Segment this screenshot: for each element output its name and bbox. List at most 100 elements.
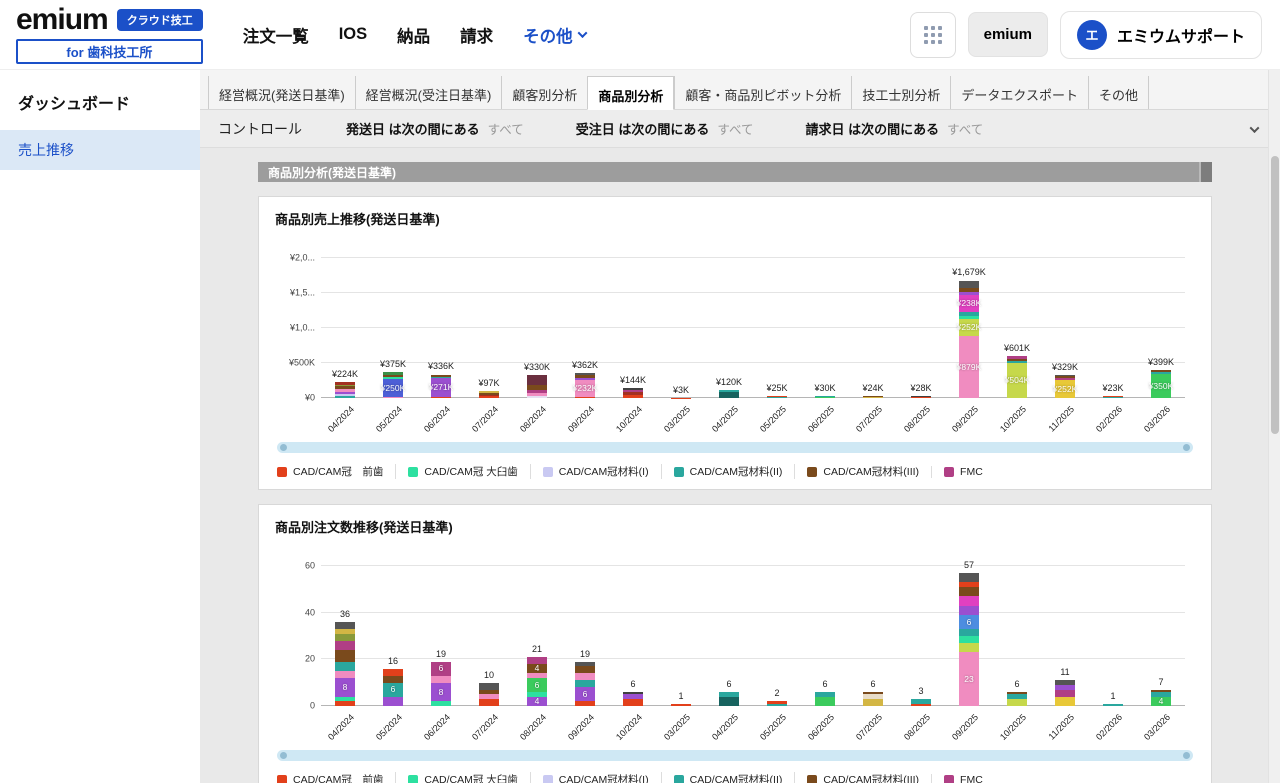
- bar-segment[interactable]: [575, 666, 595, 674]
- bar-09/2025[interactable]: 57 23 6: [945, 561, 993, 706]
- apps-grid-button[interactable]: [909, 11, 956, 58]
- bar-segment[interactable]: [719, 389, 739, 392]
- bar-segment[interactable]: [959, 287, 979, 292]
- legend-item[interactable]: FMC: [931, 773, 995, 783]
- bar-segment[interactable]: [527, 374, 547, 385]
- bar-segment[interactable]: [767, 396, 787, 398]
- bar-05/2024[interactable]: ¥375K ¥250K: [369, 258, 417, 398]
- bar-segment[interactable]: [959, 596, 979, 606]
- bar-segment[interactable]: [863, 692, 883, 695]
- bar-07/2024[interactable]: ¥97K: [465, 258, 513, 398]
- bar-segment[interactable]: [719, 391, 739, 398]
- bar-segment[interactable]: [575, 661, 595, 667]
- bar-segment[interactable]: [431, 374, 451, 377]
- tab-8[interactable]: その他: [1088, 76, 1150, 109]
- legend-item[interactable]: CAD/CAM冠 前歯: [275, 464, 395, 479]
- bar-segment[interactable]: [1151, 370, 1171, 373]
- bar-03/2026[interactable]: ¥399K ¥350K: [1137, 258, 1185, 398]
- bar-segment[interactable]: [623, 392, 643, 395]
- sidebar-item-sales-trend[interactable]: 売上推移: [0, 130, 200, 170]
- bar-segment[interactable]: ¥232K: [573, 380, 597, 397]
- bar-segment[interactable]: [1151, 692, 1171, 697]
- bar-segment[interactable]: [479, 689, 499, 695]
- bar-08/2025[interactable]: 3: [897, 566, 945, 706]
- sales-chart-hscrollbar[interactable]: [277, 442, 1193, 453]
- bar-segment[interactable]: ¥238K: [957, 295, 981, 312]
- bar-segment[interactable]: [1151, 689, 1171, 693]
- bar-segment[interactable]: [1007, 355, 1027, 359]
- bar-segment[interactable]: [527, 657, 547, 665]
- bar-segment[interactable]: [335, 382, 355, 386]
- bar-segment[interactable]: [623, 694, 643, 699]
- bar-segment[interactable]: 4: [1151, 696, 1171, 706]
- bar-08/2024[interactable]: 21 4 6 4: [513, 566, 561, 706]
- bar-segment[interactable]: [479, 682, 499, 690]
- bar-segment[interactable]: [815, 692, 835, 697]
- logo[interactable]: emium クラウド技工 for 歯科技工所: [16, 5, 203, 64]
- filter-3[interactable]: 請求日 は次の間にある すべて: [806, 119, 984, 138]
- bar-segment[interactable]: ¥350K: [1149, 373, 1173, 398]
- page-scrollbar[interactable]: [1268, 70, 1280, 783]
- bar-segment[interactable]: [335, 385, 355, 387]
- bar-segment[interactable]: [959, 573, 979, 583]
- bar-10/2025[interactable]: ¥601K ¥504K: [993, 258, 1041, 398]
- bar-segment[interactable]: [575, 378, 595, 381]
- bar-segment[interactable]: [431, 396, 451, 398]
- bar-segment[interactable]: [863, 396, 883, 398]
- bar-segment[interactable]: [767, 701, 787, 704]
- nav-item-2[interactable]: IOS: [339, 25, 367, 44]
- bar-07/2024[interactable]: 10: [465, 566, 513, 706]
- bar-segment[interactable]: [959, 316, 979, 319]
- bar-segment[interactable]: [383, 668, 403, 676]
- controls-collapse-button[interactable]: [1247, 116, 1262, 142]
- bar-segment[interactable]: [1103, 397, 1123, 398]
- bar-08/2025[interactable]: ¥28K: [897, 258, 945, 398]
- legend-item[interactable]: CAD/CAM冠材料(II): [660, 772, 795, 783]
- tab-5[interactable]: 顧客・商品別ピボット分析: [674, 76, 851, 109]
- bar-11/2025[interactable]: 11: [1041, 566, 1089, 706]
- legend-item[interactable]: FMC: [931, 465, 995, 478]
- bar-segment[interactable]: 6: [527, 678, 547, 693]
- bar-02/2026[interactable]: 1: [1089, 566, 1137, 706]
- bar-segment[interactable]: [959, 636, 979, 644]
- bar-segment[interactable]: [335, 696, 355, 702]
- bar-05/2024[interactable]: 16 6: [369, 566, 417, 706]
- bar-segment[interactable]: [1055, 689, 1075, 697]
- tab-3[interactable]: 顧客別分析: [501, 76, 587, 109]
- bar-segment[interactable]: [1055, 680, 1075, 686]
- bar-segment[interactable]: [335, 394, 355, 396]
- bar-segment[interactable]: [719, 692, 739, 697]
- bar-segment[interactable]: [335, 661, 355, 672]
- bar-segment[interactable]: ¥250K: [381, 379, 405, 397]
- bar-segment[interactable]: [527, 673, 547, 679]
- tab-7[interactable]: データエクスポート: [950, 76, 1088, 109]
- nav-item-3[interactable]: 納品: [397, 23, 430, 47]
- bar-segment[interactable]: [623, 692, 643, 695]
- bar-segment[interactable]: [623, 390, 643, 393]
- bar-segment[interactable]: [335, 629, 355, 634]
- bar-segment[interactable]: [479, 694, 499, 699]
- bar-06/2024[interactable]: ¥336K ¥271K: [417, 258, 465, 398]
- bar-segment[interactable]: [479, 392, 499, 395]
- bar-segment[interactable]: [911, 397, 931, 398]
- tab-6[interactable]: 技工士別分析: [851, 76, 950, 109]
- bar-segment[interactable]: [335, 701, 355, 706]
- bar-10/2024[interactable]: 6: [609, 566, 657, 706]
- bar-04/2025[interactable]: ¥120K: [705, 258, 753, 398]
- bar-11/2025[interactable]: ¥329K ¥252K: [1041, 258, 1089, 398]
- bar-segment[interactable]: [863, 694, 883, 699]
- bar-segment[interactable]: [911, 396, 931, 398]
- bar-segment[interactable]: [431, 701, 451, 706]
- bar-segment[interactable]: [527, 390, 547, 393]
- bar-segment[interactable]: [479, 394, 499, 397]
- legend-item[interactable]: CAD/CAM冠材料(I): [529, 464, 661, 479]
- bar-segment[interactable]: [1055, 685, 1075, 690]
- bar-segment[interactable]: [527, 392, 547, 396]
- nav-item-4[interactable]: 請求: [460, 23, 493, 47]
- section-header[interactable]: 商品別分析(発送日基準): [258, 162, 1212, 182]
- bar-09/2025[interactable]: ¥1,679K ¥879K ¥252K ¥238K: [945, 258, 993, 398]
- bar-segment[interactable]: [1103, 396, 1123, 398]
- bar-segment[interactable]: [959, 291, 979, 296]
- bar-segment[interactable]: [575, 673, 595, 681]
